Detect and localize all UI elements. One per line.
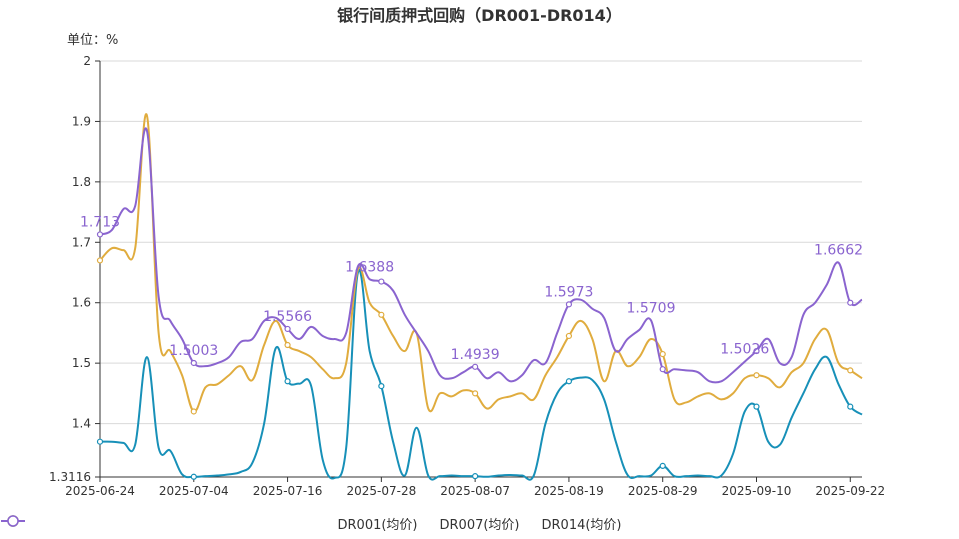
x-tick-label: 2025-09-10 [722,484,792,498]
data-point [659,350,666,358]
data-point [378,311,385,318]
legend-swatch [1,515,25,527]
y-tick-label: 1.4 [72,417,91,431]
data-point [190,408,197,415]
data-point [753,347,760,355]
y-tick-label: 1.5 [72,356,91,370]
legend-label: DR014(均价) [541,518,622,533]
y-tick-label: 2 [83,54,91,68]
data-label: 1.4939 [451,347,500,363]
data-label: 1.5026 [720,342,769,358]
y-tick-label: 1.9 [72,114,91,128]
axes [99,61,862,478]
legend-item[interactable]: DR014(均价) [1,514,622,533]
data-label: 1.5003 [169,343,218,359]
data-point [190,473,197,480]
x-tick-label: 2025-08-19 [534,484,604,498]
x-tick-label: 2025-07-16 [253,484,323,498]
y-tick-label: 1.3116 [49,470,91,484]
data-point [847,367,854,374]
data-point [378,383,385,390]
data-point [659,366,666,373]
x-tick-label: 2025-09-22 [815,484,885,498]
data-label: 1.6662 [814,243,863,259]
series-line-DR007(均价) [99,113,863,413]
y-tick-label: 1.6 [72,296,91,310]
legend-label: DR007(均价) [439,518,520,533]
x-axis-ticks: 2025-06-24 2025-07-04 2025-07-16 2025-07-28… [65,477,885,498]
data-point [847,299,854,306]
y-axis-unit-label: 单位：% [67,33,119,48]
data-point [472,363,479,370]
data-point [753,372,760,379]
data-point [753,403,760,410]
data-point [847,403,854,410]
data-point [565,301,573,308]
data-point [284,325,291,333]
y-tick-label: 1.7 [72,235,91,249]
data-label: 1.5566 [263,309,312,325]
data-point [284,378,291,385]
grid-lines [100,60,862,425]
data-point [472,390,479,397]
x-tick-label: 2025-08-29 [628,484,698,498]
series-line-DR001(均价) [99,268,863,481]
y-tick-label: 1.8 [72,175,91,189]
data-point [378,278,385,285]
data-point [96,257,104,264]
chart-title: 银行间质押式回购（DR001-DR014） [337,6,622,25]
legend-label: DR001(均价) [337,518,418,533]
data-label: 1.5709 [626,300,675,316]
legend-item[interactable]: DR001(均价) [1,514,418,533]
data-point [659,462,666,469]
data-label: 1.6388 [345,259,394,275]
data-point [96,438,104,445]
data-label: 1.5973 [544,284,593,300]
data-point [96,231,104,238]
legend: DR001(均价) DR007(均价) DR014(均价) [0,514,959,533]
series-lines [99,113,863,481]
x-tick-label: 2025-07-28 [346,484,416,498]
data-point [565,332,573,340]
data-annotations: 1.713 1.5003 1.5566 1.6388 1.4939 1.5973 1.570… [80,214,863,362]
data-point [472,473,479,480]
series-points [96,231,854,480]
data-point [190,359,197,367]
legend-item[interactable]: DR007(均价) [1,514,520,533]
data-label: 1.713 [80,214,120,230]
x-tick-label: 2025-08-07 [440,484,510,498]
data-point [284,341,291,349]
data-point [565,378,573,385]
x-tick-label: 2025-07-04 [159,484,229,498]
y-axis-ticks: 1.3116 1.4 1.5 1.6 1.7 1.8 1.9 2 [49,54,100,484]
x-tick-label: 2025-06-24 [65,484,135,498]
